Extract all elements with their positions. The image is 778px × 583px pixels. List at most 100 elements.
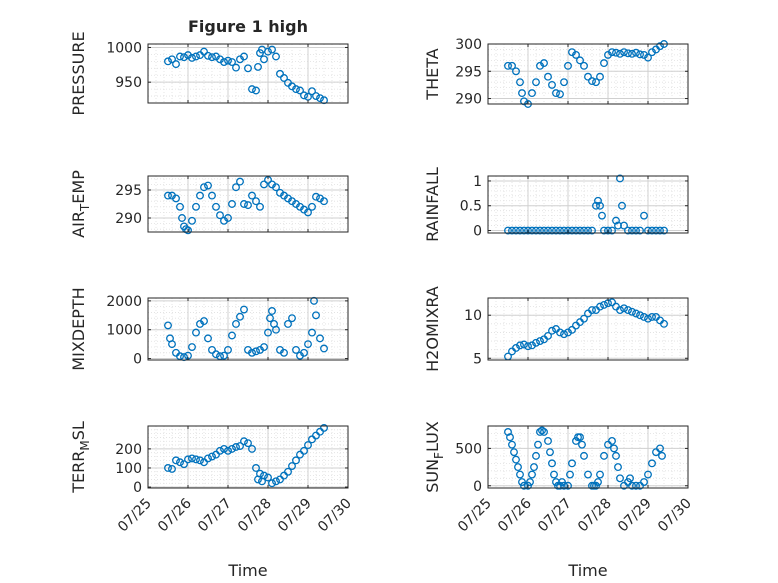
- data-point: [164, 464, 172, 472]
- data-point: [656, 42, 664, 51]
- data-point: [580, 61, 588, 70]
- data-point: [608, 436, 616, 445]
- data-point: [292, 456, 300, 465]
- data-point: [524, 342, 532, 351]
- data-point: [260, 471, 268, 480]
- data-point: [592, 78, 600, 87]
- data-point: [552, 226, 560, 235]
- data-point: [320, 96, 328, 105]
- data-point: [536, 428, 544, 436]
- data-point: [546, 448, 554, 457]
- figure-title: Figure 1 high: [188, 17, 308, 36]
- x-tick-label: 07/25: [115, 496, 155, 536]
- data-point: [612, 216, 620, 225]
- data-point: [564, 328, 572, 337]
- data-point: [188, 343, 196, 351]
- data-point: [248, 191, 256, 200]
- data-point: [252, 464, 260, 472]
- data-point: [284, 320, 292, 328]
- data-point: [648, 312, 656, 321]
- data-point: [176, 202, 184, 211]
- data-point: [580, 226, 588, 235]
- data-point: [300, 348, 308, 357]
- data-point: [544, 226, 552, 235]
- data-point: [312, 311, 320, 320]
- data-point: [320, 197, 328, 206]
- data-point: [640, 211, 648, 220]
- data-point: [272, 183, 280, 192]
- data-point: [208, 345, 216, 354]
- data-point: [526, 478, 534, 486]
- data-point: [576, 433, 584, 442]
- data-point: [568, 226, 576, 235]
- data-point: [228, 200, 236, 208]
- x-axis-label: Time: [227, 561, 267, 580]
- data-point: [252, 347, 260, 356]
- subplot-4: 0 0.5 1 RAINFALL: [423, 167, 689, 242]
- data-point: [564, 226, 572, 235]
- data-point: [224, 56, 232, 65]
- data-point: [528, 470, 536, 479]
- data-point: [508, 226, 516, 235]
- data-point: [512, 226, 520, 235]
- data-point: [284, 467, 292, 476]
- x-tick-label: 07/29: [275, 496, 315, 536]
- data-point: [512, 343, 520, 352]
- data-point: [228, 58, 236, 66]
- y-tick-label: 950: [115, 75, 142, 91]
- data-point: [520, 481, 528, 490]
- x-tick-label: 07/28: [235, 496, 275, 536]
- data-point: [204, 181, 212, 190]
- y-tick-label: 1000: [106, 40, 142, 56]
- data-point: [626, 474, 634, 483]
- data-point: [248, 348, 256, 357]
- data-point: [592, 481, 600, 490]
- data-point: [504, 226, 512, 235]
- data-point: [244, 64, 252, 73]
- data-point: [640, 312, 648, 321]
- data-point: [164, 191, 172, 200]
- data-point: [518, 478, 526, 486]
- data-point: [268, 45, 276, 54]
- data-point: [632, 481, 640, 490]
- data-point: [300, 91, 308, 100]
- data-point: [564, 481, 572, 490]
- data-point: [264, 47, 272, 56]
- axes-background: [148, 426, 348, 488]
- data-point: [264, 328, 272, 337]
- data-point: [584, 72, 592, 81]
- data-point: [548, 80, 556, 89]
- data-point: [252, 197, 260, 206]
- data-point: [224, 214, 232, 222]
- data-point: [572, 226, 580, 235]
- data-point: [608, 298, 616, 307]
- axes-frame: [487, 43, 689, 105]
- data-point: [596, 201, 604, 210]
- y-tick-label: 100: [115, 461, 142, 477]
- x-tick-label: 07/25: [455, 496, 495, 536]
- data-point: [184, 226, 192, 235]
- data-point: [280, 74, 288, 82]
- data-point: [512, 67, 520, 76]
- data-point: [188, 53, 196, 62]
- data-point: [568, 325, 576, 334]
- data-point: [504, 428, 512, 436]
- data-point: [604, 226, 612, 235]
- data-point: [240, 200, 248, 208]
- data-point: [308, 328, 316, 337]
- data-point: [538, 426, 546, 435]
- x-axis-label: Time: [567, 561, 607, 580]
- data-point: [600, 59, 608, 68]
- axes-frame: [147, 175, 349, 233]
- data-point: [524, 481, 532, 490]
- data-point: [652, 226, 660, 235]
- data-point: [204, 51, 212, 60]
- data-point: [572, 50, 580, 59]
- data-point: [566, 470, 574, 479]
- subplot-1: 950 1000 PRESSURE Figure 1 high: [69, 17, 349, 116]
- data-point: [644, 226, 652, 235]
- data-point: [236, 177, 244, 186]
- data-point: [312, 192, 320, 201]
- data-point: [588, 77, 596, 86]
